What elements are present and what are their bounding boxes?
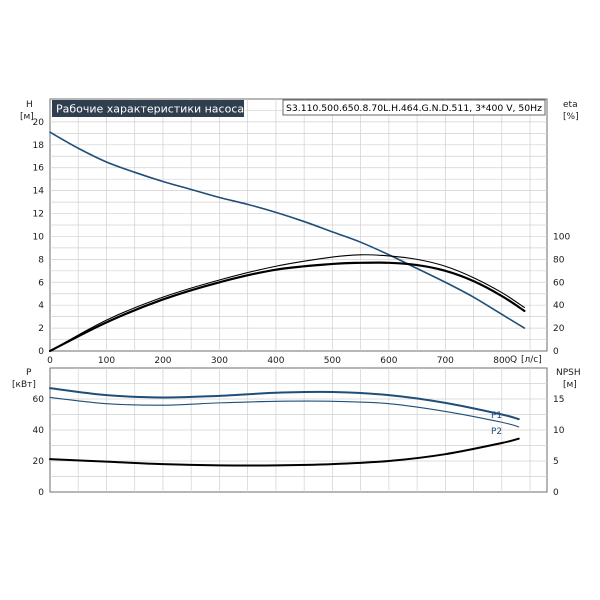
x-tick-label: 800 xyxy=(493,356,510,366)
y-left-tick-label: 20 xyxy=(33,457,45,467)
x-tick-label: 100 xyxy=(98,356,115,366)
series-line-upper-1 xyxy=(49,254,525,352)
x-tick-label: 400 xyxy=(267,356,284,366)
lower-tick-labels: 0 20 40 60 0 5 10 15 xyxy=(33,395,565,498)
y-right-tick-label: 60 xyxy=(553,278,565,288)
y-left-tick-label: 60 xyxy=(33,395,45,405)
x-tick-label: 600 xyxy=(380,356,397,366)
y-left-axis-label: H xyxy=(26,100,33,110)
y-left-tick-label: 6 xyxy=(38,278,44,288)
lower-y-right-axis-unit: [м] xyxy=(563,380,577,390)
series-label-p2: P2 xyxy=(491,427,502,437)
series-label-p1: P1 xyxy=(491,411,502,421)
y-left-tick-label: 0 xyxy=(38,488,44,498)
y-left-tick-label: 18 xyxy=(33,141,45,151)
lower-series xyxy=(49,387,520,467)
y-left-tick-label: 10 xyxy=(33,232,45,242)
lower-y-left-axis-label: P xyxy=(26,368,32,378)
y-left-tick-label: 2 xyxy=(38,324,44,334)
model-box xyxy=(282,99,546,116)
y-left-axis-unit: [м] xyxy=(20,112,34,122)
series-line-lower-2 xyxy=(49,437,520,467)
x-axis-unit: [л/с] xyxy=(521,355,542,365)
y-left-tick-label: 20 xyxy=(33,118,45,128)
model-label: S3.110.500.650.8.70L.H.464.G.N.D.511, 3*… xyxy=(286,104,543,114)
y-right-tick-label: 20 xyxy=(553,324,565,334)
x-tick-label: 200 xyxy=(154,356,171,366)
lower-chart: 0 20 40 60 0 5 10 15 P [кВт] NPSH [м] P1 P2 xyxy=(12,367,581,498)
upper-series xyxy=(48,131,526,353)
x-tick-label: 700 xyxy=(437,356,454,366)
series-line-lower-0 xyxy=(49,387,520,421)
series-line-upper-0 xyxy=(49,131,526,329)
x-tick-label: 300 xyxy=(211,356,228,366)
y-left-tick-label: 8 xyxy=(38,255,44,265)
lower-grid xyxy=(50,368,547,492)
series-line-lower-1 xyxy=(49,396,520,428)
chart-title: Рабочие характеристики насоса xyxy=(56,103,244,116)
y-right-axis-label: eta xyxy=(563,100,578,110)
chart-title-box xyxy=(52,100,244,117)
y-left-tick-label: 16 xyxy=(33,164,45,174)
y-right-tick-label: 10 xyxy=(553,426,565,436)
y-left-tick-label: 40 xyxy=(33,426,45,436)
series-line-upper-2 xyxy=(48,261,526,353)
y-right-axis-unit: [%] xyxy=(563,112,579,122)
lower-y-left-axis-unit: [кВт] xyxy=(12,380,36,390)
x-axis-label: Q xyxy=(510,355,517,365)
y-right-tick-label: 100 xyxy=(553,232,570,242)
y-left-tick-label: 4 xyxy=(38,301,44,311)
y-right-tick-label: 0 xyxy=(553,347,559,357)
y-left-tick-label: 12 xyxy=(33,210,44,220)
y-right-tick-label: 5 xyxy=(553,457,559,467)
y-right-tick-label: 40 xyxy=(553,301,565,311)
y-right-tick-label: 0 xyxy=(553,488,559,498)
y-left-tick-label: 0 xyxy=(38,347,44,357)
x-tick-label: 500 xyxy=(324,356,341,366)
lower-y-right-axis-label: NPSH xyxy=(556,368,581,378)
x-tick-label: 0 xyxy=(47,356,53,366)
y-left-tick-label: 14 xyxy=(33,187,45,197)
y-right-tick-label: 15 xyxy=(553,395,564,405)
y-right-tick-label: 80 xyxy=(553,255,565,265)
